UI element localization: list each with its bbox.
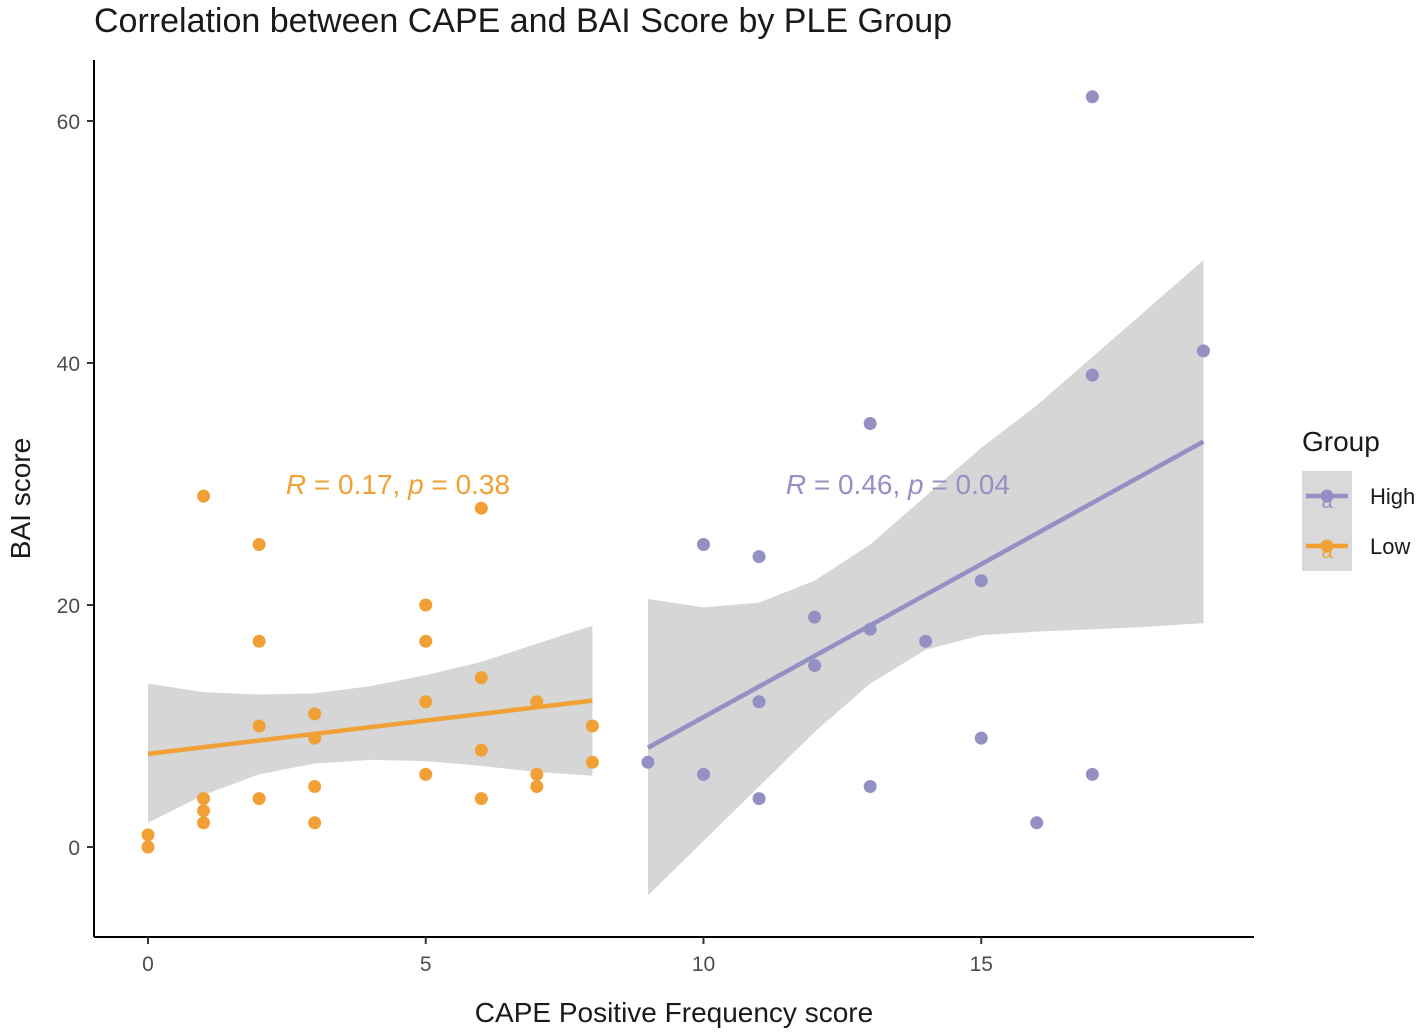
data-point-low bbox=[197, 804, 211, 818]
legend-item-low: aLow bbox=[1302, 521, 1410, 571]
data-point-low bbox=[197, 816, 211, 830]
data-point-high bbox=[697, 767, 710, 781]
data-point-high bbox=[697, 538, 710, 551]
data-point-high bbox=[974, 574, 988, 588]
data-point-low bbox=[585, 719, 599, 733]
data-point-low bbox=[419, 767, 433, 781]
data-point-low bbox=[308, 707, 322, 721]
confidence-band-high bbox=[647, 260, 1204, 896]
data-point-high bbox=[1196, 344, 1210, 358]
data-point-low bbox=[308, 780, 322, 793]
axes: 0 5 10 15 0 20 40 60 CAPE Positive Frequency sco… bbox=[5, 60, 1254, 1028]
data-point-high bbox=[1085, 767, 1099, 781]
legend-title: Group bbox=[1302, 426, 1380, 457]
data-point-low bbox=[530, 780, 544, 793]
correlation-annotation-low: R = 0.17, p = 0.38 bbox=[286, 469, 510, 500]
y-tick-label: 60 bbox=[57, 111, 80, 134]
data-point-low bbox=[252, 719, 266, 733]
confidence-band-low bbox=[148, 625, 593, 823]
data-point-high bbox=[863, 417, 877, 430]
y-tick-label: 40 bbox=[57, 353, 80, 376]
x-tick-label: 0 bbox=[142, 953, 154, 976]
data-point-low bbox=[419, 695, 433, 709]
data-points bbox=[141, 90, 1210, 854]
data-point-low bbox=[419, 634, 433, 648]
data-point-low bbox=[585, 755, 599, 769]
data-point-high bbox=[1085, 368, 1099, 382]
y-axis-title: BAI score bbox=[5, 438, 36, 559]
data-point-low bbox=[252, 634, 266, 648]
x-tick-label: 10 bbox=[692, 953, 715, 976]
data-point-high bbox=[808, 659, 822, 672]
data-point-low bbox=[308, 731, 322, 745]
data-point-high bbox=[752, 695, 766, 709]
regression-line-low bbox=[147, 698, 593, 757]
correlation-annotations: R = 0.46, p = 0.04 R = 0.17, p = 0.38 bbox=[286, 469, 1010, 500]
data-point-low bbox=[530, 695, 544, 709]
data-point-low bbox=[530, 767, 544, 781]
data-point-low bbox=[474, 792, 488, 806]
x-tick-label: 5 bbox=[420, 953, 432, 976]
data-point-low bbox=[419, 598, 433, 612]
data-point-low bbox=[474, 501, 488, 515]
legend-key-point bbox=[1320, 489, 1334, 503]
confidence-bands bbox=[148, 260, 1204, 896]
legend: Group aHighaLow bbox=[1302, 426, 1415, 571]
data-point-high bbox=[863, 622, 877, 636]
data-point-low bbox=[252, 538, 266, 551]
data-point-high bbox=[752, 550, 766, 564]
x-axis-title: CAPE Positive Frequency score bbox=[475, 997, 873, 1028]
data-point-high bbox=[808, 610, 822, 624]
y-tick-label: 20 bbox=[57, 595, 80, 618]
legend-key-point bbox=[1320, 539, 1334, 553]
data-point-high bbox=[752, 792, 766, 806]
data-point-low bbox=[308, 816, 322, 830]
regression-lines bbox=[147, 439, 1205, 757]
data-point-low bbox=[197, 489, 211, 503]
data-point-high bbox=[1030, 816, 1044, 830]
data-point-high bbox=[974, 731, 988, 745]
data-point-high bbox=[863, 780, 877, 793]
data-point-high bbox=[1085, 90, 1099, 104]
legend-label: High bbox=[1370, 484, 1415, 509]
legend-item-high: aHigh bbox=[1302, 471, 1415, 521]
correlation-annotation-high: R = 0.46, p = 0.04 bbox=[786, 469, 1010, 500]
data-point-low bbox=[197, 792, 211, 806]
x-tick-label: 15 bbox=[970, 953, 993, 976]
data-point-high bbox=[919, 634, 933, 648]
data-point-low bbox=[252, 792, 266, 806]
regression-line-high bbox=[646, 439, 1205, 750]
legend-label: Low bbox=[1370, 534, 1410, 559]
data-point-low bbox=[474, 671, 488, 685]
data-point-low bbox=[474, 743, 488, 757]
data-point-low bbox=[141, 840, 155, 854]
y-tick-label: 0 bbox=[68, 837, 80, 860]
data-point-low bbox=[141, 828, 155, 842]
chart-title: Correlation between CAPE and BAI Score b… bbox=[94, 2, 953, 40]
data-point-high bbox=[641, 755, 655, 769]
